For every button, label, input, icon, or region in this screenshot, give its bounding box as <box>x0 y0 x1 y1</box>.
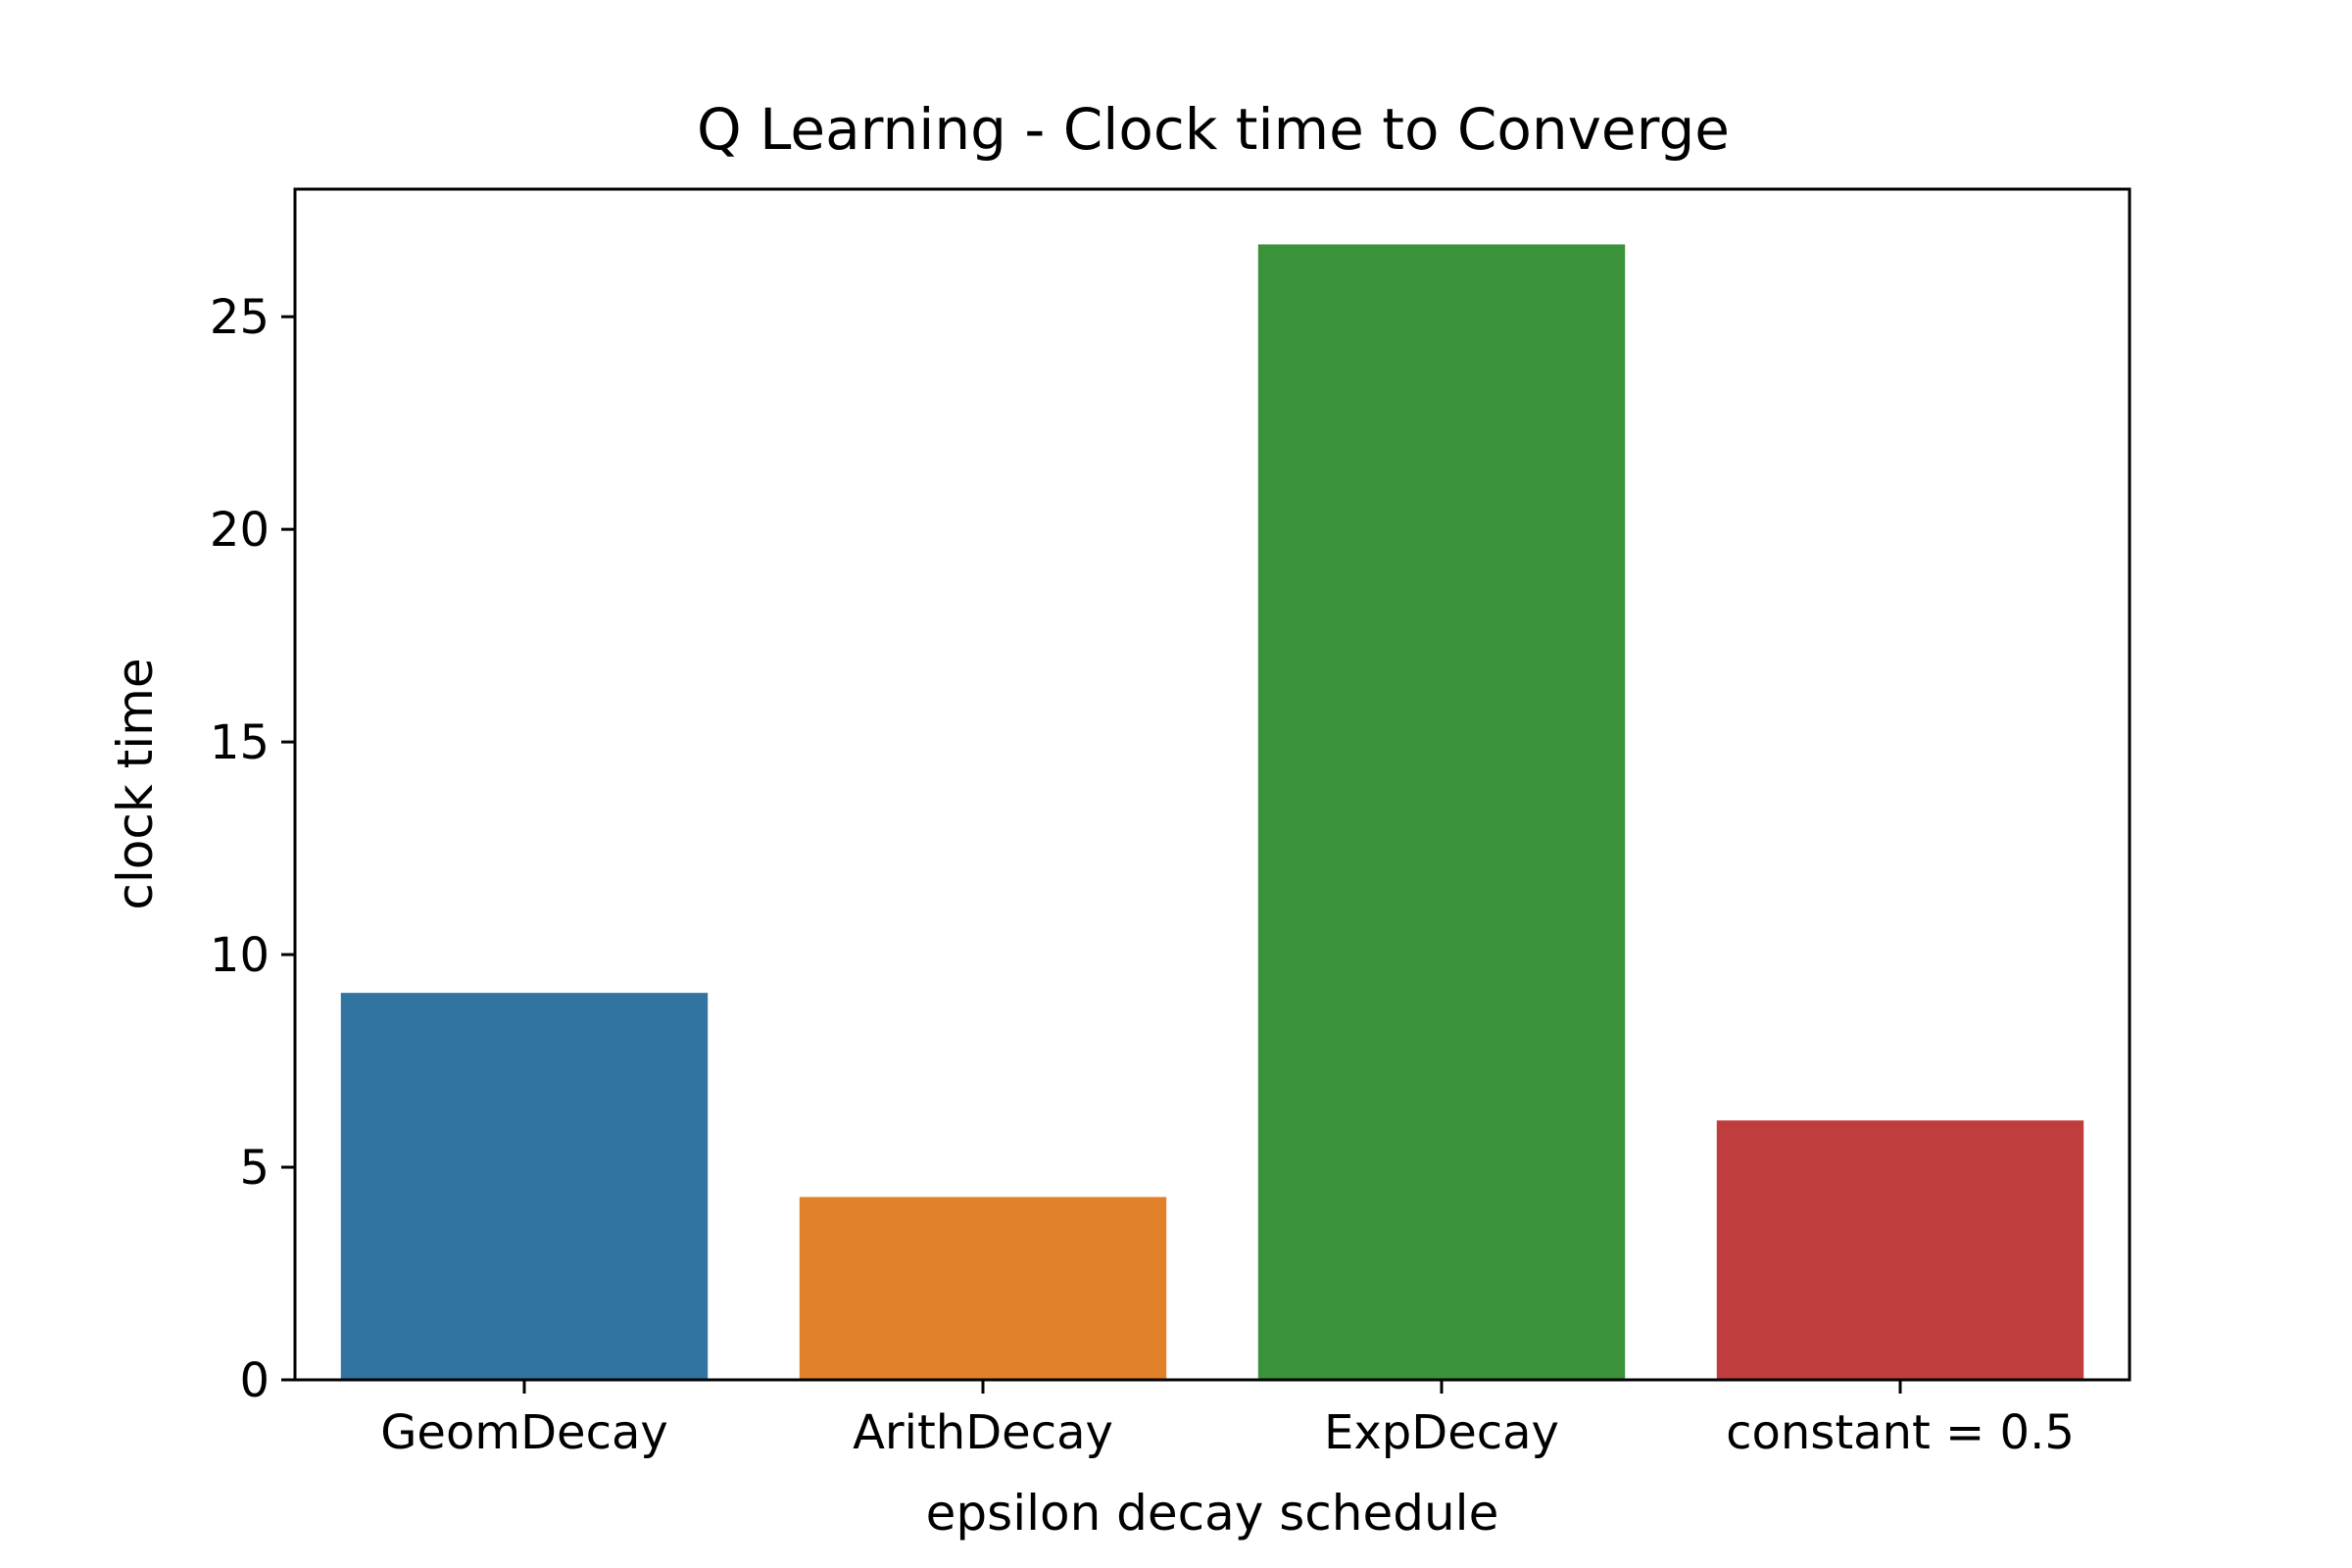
y-axis-label: clock time <box>107 658 164 909</box>
chart-title: Q Learning - Clock time to Converge <box>697 96 1730 163</box>
x-axis-ticks: GeomDecay ArithDecay ExpDecay constant = 0.… <box>380 1380 2075 1460</box>
bar-2 <box>1257 244 1626 1380</box>
bar-3 <box>1716 1120 2084 1380</box>
y-tick-label-1: 5 <box>239 1141 270 1196</box>
y-tick-label-3: 15 <box>210 715 270 770</box>
bar-0 <box>340 993 709 1380</box>
y-tick-label-0: 0 <box>239 1353 270 1408</box>
x-tick-label-3: constant = 0.5 <box>1726 1405 2075 1460</box>
y-tick-label-5: 25 <box>210 290 270 345</box>
bar-1 <box>799 1197 1167 1380</box>
x-tick-label-0: GeomDecay <box>380 1405 668 1460</box>
bars-group <box>340 244 2084 1380</box>
plot-area-frame <box>293 187 2132 1382</box>
y-tick-label-4: 20 <box>210 503 270 558</box>
y-tick-label-2: 10 <box>210 928 270 983</box>
y-axis-ticks: 0 5 10 15 20 25 <box>210 290 295 1408</box>
x-tick-label-1: ArithDecay <box>853 1405 1113 1460</box>
x-tick-label-2: ExpDecay <box>1324 1405 1559 1460</box>
x-axis-label: epsilon decay schedule <box>926 1485 1499 1542</box>
